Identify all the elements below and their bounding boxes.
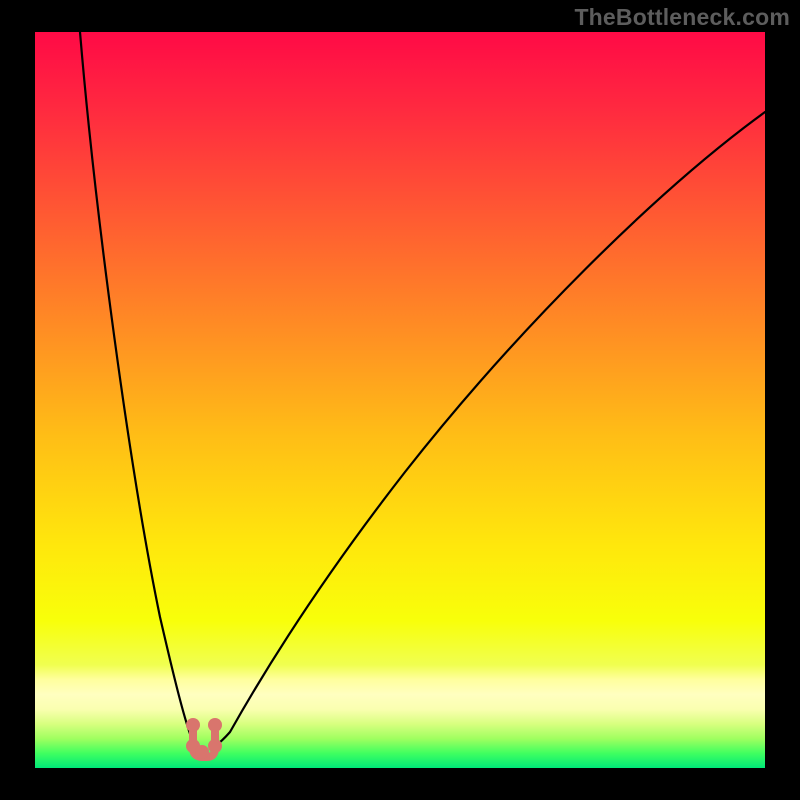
valley-dot — [186, 718, 200, 732]
chart-frame: TheBottleneck.com — [0, 0, 800, 800]
curve-left-branch — [80, 32, 193, 742]
plot-area — [35, 32, 765, 768]
valley-dot — [195, 745, 209, 759]
curve-right-branch — [215, 112, 765, 746]
curve-layer — [35, 32, 765, 768]
watermark-text: TheBottleneck.com — [574, 4, 790, 31]
valley-dot — [208, 739, 222, 753]
valley-dot — [208, 718, 222, 732]
